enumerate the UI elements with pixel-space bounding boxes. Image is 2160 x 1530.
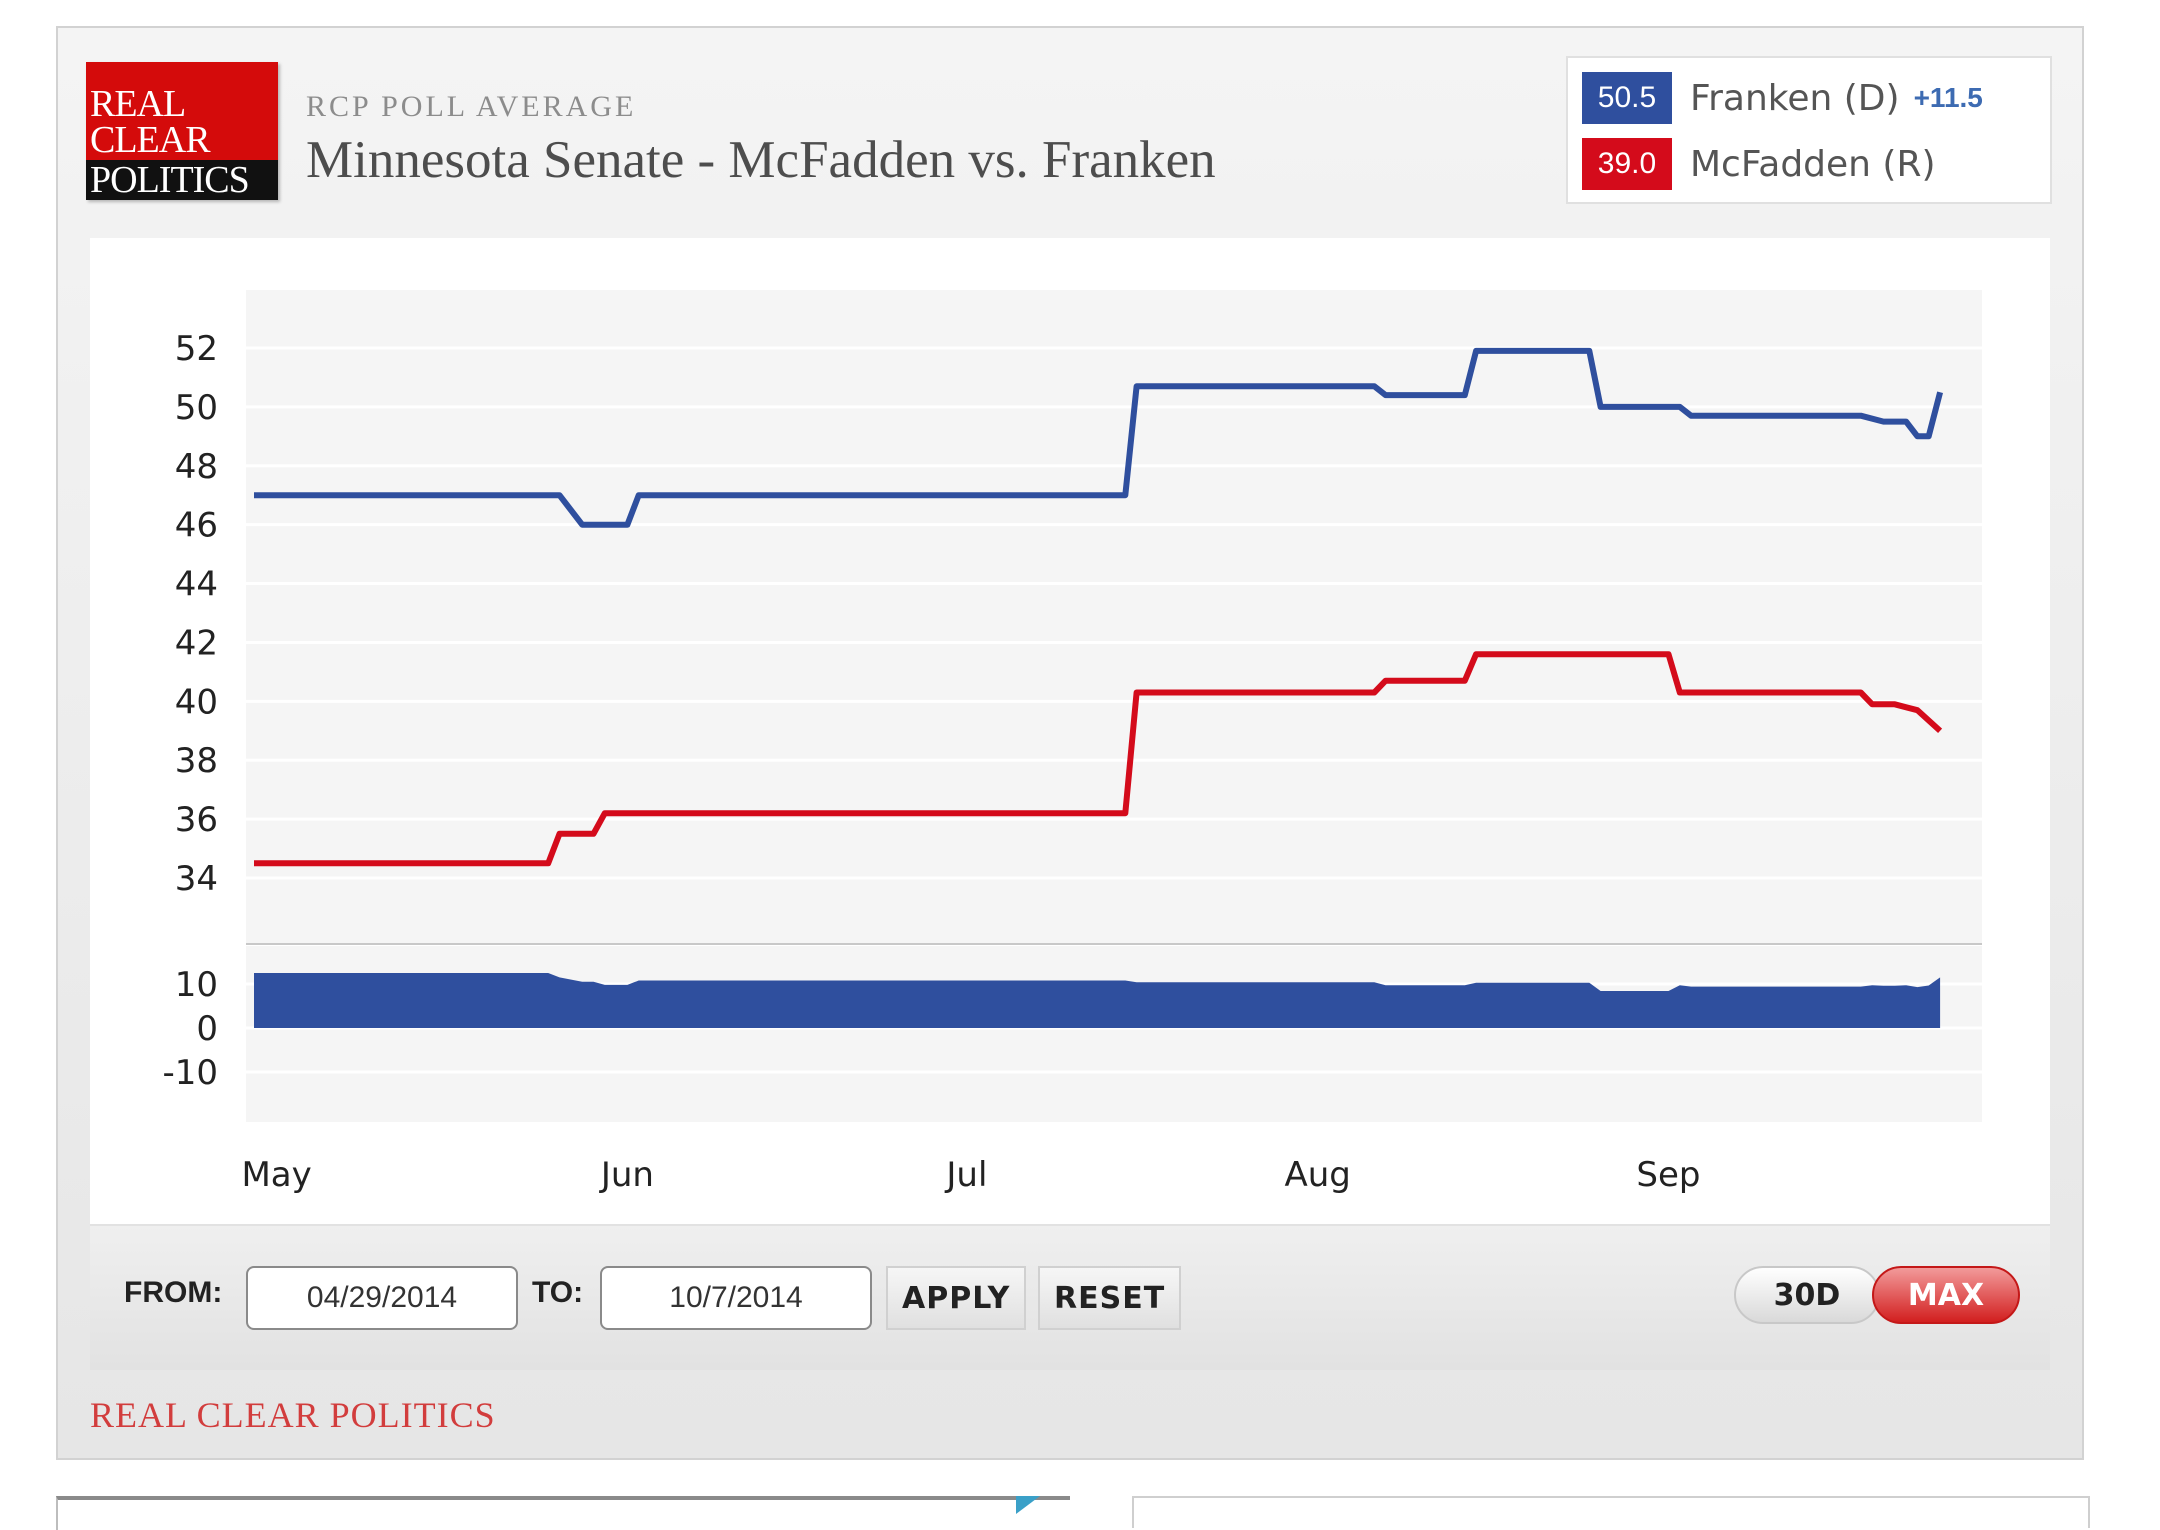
y-tick-label: 52	[175, 329, 218, 369]
lower-right-panel	[1132, 1496, 2090, 1528]
x-tick-label: Aug	[1284, 1155, 1350, 1195]
legend-spread: +11.5	[1913, 82, 1983, 113]
chart-area: 52 50 48 46 44 42 40 38 36 34 10 0 -10 May Jun Jul Aug Se…	[90, 238, 2050, 1226]
spread-plot-background	[246, 946, 1982, 1122]
legend-box: 50.5 Franken (D) +11.5 39.0 McFadden (R)	[1566, 56, 2052, 204]
date-range-controls: FROM: TO: APPLY RESET 30D MAX	[90, 1226, 2050, 1370]
franken-line	[254, 347, 1944, 528]
from-label: FROM:	[124, 1276, 223, 1309]
y-tick-label: 34	[175, 859, 218, 899]
logo-line-2: CLEAR	[90, 119, 211, 161]
main-plot-background	[246, 290, 1982, 944]
legend-name-franken: Franken (D)	[1690, 77, 1900, 119]
y-tick-label: 42	[175, 623, 218, 663]
x-tick-label: Sep	[1636, 1155, 1700, 1195]
x-tick-label: Jun	[599, 1155, 654, 1195]
line-chart[interactable]: 52 50 48 46 44 42 40 38 36 34 100-10 May Jun Jul Aug Se…	[90, 238, 2050, 1224]
y-tick-label: 46	[175, 506, 218, 546]
legend-item-franken: 50.5 Franken (D) +11.5	[1582, 72, 1983, 124]
y-tick-label: 40	[175, 682, 218, 722]
legend-item-mcfadden: 39.0 McFadden (R)	[1582, 138, 1936, 190]
from-date-input[interactable]	[246, 1266, 518, 1330]
kicker-text: RCP POLL AVERAGE	[306, 90, 637, 123]
ad-choices-icon[interactable]	[1016, 1496, 1040, 1514]
rcp-logo[interactable]: REAL CLEAR POLITICS	[86, 62, 278, 200]
to-date-input[interactable]	[600, 1266, 872, 1330]
x-tick-label: May	[241, 1155, 311, 1195]
to-label: TO:	[532, 1276, 584, 1309]
mcfadden-line	[254, 651, 1943, 867]
x-tick-label: Jul	[944, 1155, 987, 1195]
y-tick-label: 50	[175, 388, 218, 428]
chart-title: Minnesota Senate - McFadden vs. Franken	[306, 131, 1216, 189]
y-tick-label: 36	[175, 800, 218, 840]
y-tick-label: 38	[175, 741, 218, 781]
lower-left-panel	[56, 1496, 1070, 1530]
y-tick-label: 48	[175, 447, 218, 487]
spread-tick-label: 10	[175, 965, 218, 1005]
y-tick-label: 44	[175, 565, 218, 605]
spread-area	[254, 973, 1941, 1028]
legend-value-mcfadden: 39.0	[1582, 138, 1672, 190]
legend-value-franken: 50.5	[1582, 72, 1672, 124]
legend-name-mcfadden: McFadden (R)	[1690, 143, 1936, 185]
spread-tick-label: 0	[196, 1009, 218, 1049]
range-max-button[interactable]: MAX	[1872, 1266, 2020, 1324]
spread-tick-label: -10	[162, 1053, 218, 1093]
range-30d-button[interactable]: 30D	[1734, 1266, 1880, 1324]
apply-button[interactable]: APPLY	[886, 1266, 1027, 1330]
logo-line-3: POLITICS	[86, 160, 278, 200]
footer-brand: REAL CLEAR POLITICS	[90, 1395, 496, 1435]
reset-button[interactable]: RESET	[1038, 1266, 1182, 1330]
logo-line-1: REAL	[90, 83, 186, 125]
